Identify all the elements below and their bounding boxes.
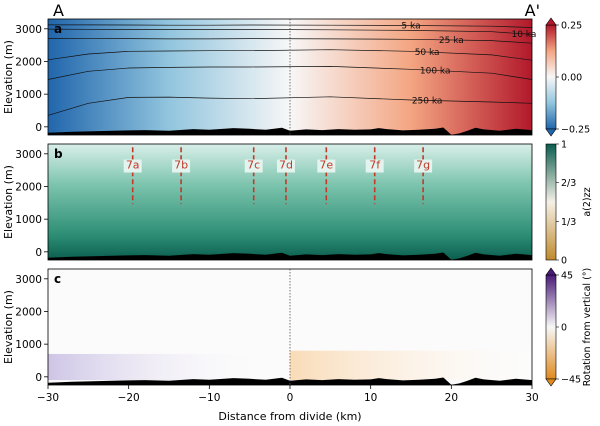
- x-tick-label: 30: [525, 392, 538, 404]
- y-tick-label: 2000: [15, 56, 42, 68]
- isochrone-line: [47, 28, 533, 35]
- y-tick-label: 0: [35, 247, 42, 259]
- isochrone-line: [47, 66, 533, 80]
- panel-b-y-axis: 0 1000 2000 3000: [15, 149, 48, 259]
- colorbar-tick-label: 2/3: [561, 178, 576, 189]
- isochrone-line: [48, 24, 533, 28]
- panel-c-y-axis: 0 1000 2000 3000: [15, 274, 48, 384]
- profile-label: 7b: [174, 159, 188, 172]
- y-tick-label: 0: [35, 372, 42, 384]
- profile-label-bg: [276, 159, 295, 173]
- x-tick-label: 20: [445, 392, 458, 404]
- panel-a-y-axis: 0 1000 2000 3000: [15, 24, 48, 134]
- colorbar-max-arrow: [545, 17, 557, 26]
- isochrone-line: [47, 37, 533, 44]
- panel-a-label: a: [54, 22, 62, 36]
- profile-label-bg: [123, 159, 142, 173]
- colorbar-label: Rotation from vertical (°): [582, 268, 593, 386]
- y-tick-label: 3000: [15, 149, 42, 161]
- panel-b-frame: [47, 143, 533, 261]
- profile-label: 7g: [416, 159, 430, 172]
- profile-label: 7a: [126, 159, 140, 172]
- panel-b-label: b: [54, 147, 63, 161]
- colorbar-min-arrow: [545, 128, 557, 137]
- panel-b-profiles: 7a 7b 7c 7d 7e 7f 7g: [123, 147, 433, 205]
- panel-a-isochrones: 5 ka 10 ka 25 ka 50 ka 100 ka 250 ka: [47, 22, 536, 116]
- section-start-label: A: [53, 1, 64, 20]
- colorbar-c: 45 0 −45 Rotation from vertical (°): [545, 267, 593, 387]
- y-tick-label: 3000: [15, 24, 42, 36]
- panel-c-label: c: [54, 272, 61, 286]
- y-tick-label: 1000: [15, 214, 42, 226]
- colorbar-tick-label: 0: [561, 256, 567, 267]
- x-tick-label: −20: [118, 392, 140, 404]
- isochrone-label: 100 ka: [420, 66, 451, 76]
- colorbar-tick-label: 0.00: [561, 73, 582, 84]
- isochrone-label: 50 ka: [415, 48, 440, 58]
- section-end-label: A': [525, 1, 540, 20]
- panel-c-y-label: Elevation (m): [2, 290, 15, 364]
- profile-label: 7d: [279, 159, 293, 172]
- colorbar-tick-label: 0: [561, 323, 567, 334]
- y-tick-label: 1000: [15, 89, 42, 101]
- colorbar-body: [545, 274, 557, 380]
- panel-c-rotation-left: [48, 353, 274, 381]
- profile-label: 7c: [247, 159, 260, 172]
- colorbar-tick-label: 45: [561, 271, 573, 282]
- profile-label-bg: [317, 159, 336, 173]
- colorbar-tick-label: −45: [561, 375, 581, 386]
- x-tick-label: 0: [287, 392, 294, 404]
- x-tick-label: −30: [37, 392, 59, 404]
- panel-b-bedrock: [48, 252, 532, 260]
- colorbar-tick-label: −0.25: [561, 125, 590, 136]
- x-tick-label: −10: [198, 392, 220, 404]
- profile-label-bg: [244, 159, 263, 173]
- colorbar-tick-label: 1/3: [561, 217, 576, 228]
- colorbar-min-arrow: [545, 378, 557, 387]
- colorbar-max-arrow: [545, 267, 557, 276]
- isochrone-line: [47, 96, 533, 116]
- panel-a-y-label: Elevation (m): [2, 40, 15, 114]
- isochrone-label: 25 ka: [439, 36, 464, 46]
- y-tick-label: 1000: [15, 339, 42, 351]
- profile-label-bg: [365, 159, 384, 173]
- x-axis-label: Distance from divide (km): [218, 410, 361, 423]
- isochrone-label: 10 ka: [511, 30, 536, 40]
- y-tick-label: 2000: [15, 181, 42, 193]
- y-tick-label: 3000: [15, 274, 42, 286]
- panel-b-y-label: Elevation (m): [2, 165, 15, 239]
- colorbar-a: 0.25 0.00 −0.25: [545, 17, 590, 137]
- x-tick-label: 10: [364, 392, 377, 404]
- panel-c-rotation-right: [290, 350, 532, 381]
- profile-label-bg: [414, 159, 433, 173]
- colorbar-b: 1 2/3 1/3 0 a(2)zz: [545, 140, 593, 267]
- colorbar-tick-label: 0.25: [561, 21, 582, 32]
- profile-label: 7e: [319, 159, 333, 172]
- panel-c-x-axis: −30 −20 −10 0 10 20 30: [37, 385, 539, 404]
- panel-c: c 0 1000 2000 3000 −30 −20 −10 0 10 20 30 Elevati…: [2, 268, 539, 404]
- profile-label-bg: [172, 159, 191, 173]
- colorbar-body: [545, 24, 557, 130]
- panel-a-frame: [47, 18, 533, 136]
- colorbar-tick-label: 1: [561, 140, 567, 151]
- isochrone-label: 5 ka: [401, 22, 420, 32]
- isochrone-line: [47, 49, 533, 61]
- y-tick-label: 2000: [15, 306, 42, 318]
- colorbar-body: [545, 143, 557, 261]
- isochrone-label: 250 ka: [412, 96, 443, 106]
- y-tick-label: 0: [35, 122, 42, 134]
- panel-a: 5 ka 10 ka 25 ka 50 ka 100 ka 250 ka a 0 1000 2…: [2, 18, 536, 136]
- profile-label: 7f: [369, 159, 381, 172]
- panel-b: 7a 7b 7c 7d 7e 7f 7g b 0 1000 2000 3000 Elevation…: [2, 143, 533, 261]
- colorbar-label: a(2)zz: [582, 187, 593, 216]
